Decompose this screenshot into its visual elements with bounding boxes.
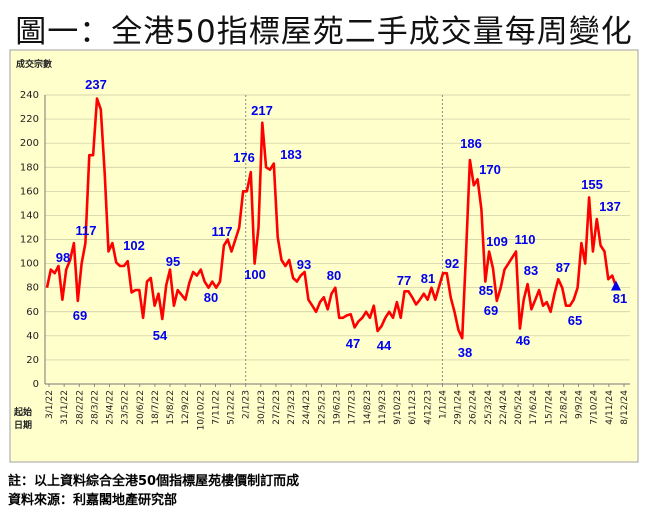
y-tick-label: 200 <box>20 138 39 149</box>
x-axis-label: 日期 <box>14 419 32 431</box>
x-tick-label: 2/1/23 <box>242 390 252 419</box>
data-label: 38 <box>458 345 472 360</box>
data-label: 93 <box>297 257 311 272</box>
y-axis-label: 成交宗數 <box>16 58 53 70</box>
x-tick-label: 14/8/23 <box>363 390 373 425</box>
data-label: 170 <box>479 162 501 177</box>
data-label: 87 <box>556 260 570 275</box>
x-tick-label: 28/3/22 <box>90 390 100 425</box>
x-tick-label: 1/1/24 <box>438 390 448 419</box>
x-tick-label: 17/6/24 <box>529 390 539 425</box>
x-tick-label: 29/1/24 <box>454 390 464 425</box>
y-tick-label: 20 <box>26 355 39 366</box>
x-tick-label: 22/4/24 <box>499 390 509 425</box>
x-tick-label: 4/11/24 <box>605 390 615 425</box>
data-label: 98 <box>56 250 70 265</box>
data-label: 81 <box>613 291 627 306</box>
data-label: 137 <box>599 199 621 214</box>
x-tick-label: 10/10/22 <box>196 390 206 430</box>
y-tick-label: 220 <box>20 114 39 125</box>
data-label: 176 <box>233 150 255 165</box>
y-tick-label: 240 <box>20 90 39 101</box>
x-tick-label: 20/5/24 <box>514 390 524 425</box>
x-tick-label: 7/10/24 <box>590 390 600 425</box>
y-tick-label: 140 <box>20 210 39 221</box>
data-label: 44 <box>377 338 392 353</box>
x-tick-label: 24/4/23 <box>302 390 312 425</box>
x-tick-label: 4/12/23 <box>423 390 433 425</box>
data-label: 46 <box>516 333 530 348</box>
x-tick-label: 7/11/22 <box>211 390 221 425</box>
x-tick-label: 11/9/23 <box>378 390 388 425</box>
x-tick-label: 25/3/24 <box>484 390 494 425</box>
data-label: 69 <box>484 303 498 318</box>
data-label: 95 <box>166 254 180 269</box>
data-label: 237 <box>85 77 107 92</box>
data-label: 155 <box>581 177 603 192</box>
x-tick-label: 12/8/24 <box>559 390 569 425</box>
data-label: 65 <box>568 313 582 328</box>
y-tick-label: 60 <box>26 307 39 318</box>
x-tick-label: 15/7/24 <box>544 390 554 425</box>
source-note: 資料來源：利嘉閣地產研究部 <box>8 493 178 508</box>
x-tick-label: 18/7/22 <box>151 390 161 425</box>
y-tick-label: 180 <box>20 162 39 173</box>
data-label: 217 <box>251 103 273 118</box>
x-tick-label: 17/7/23 <box>348 390 358 425</box>
data-label: 100 <box>244 267 266 282</box>
x-tick-label: 26/2/24 <box>469 390 479 425</box>
x-tick-label: 27/2/23 <box>272 390 282 425</box>
x-tick-label: 25/4/22 <box>106 390 116 425</box>
data-label: 110 <box>515 232 536 247</box>
series-line <box>45 97 618 340</box>
end-marker <box>611 280 621 291</box>
x-tick-label: 31/1/22 <box>60 390 70 425</box>
y-tick-label: 160 <box>20 186 39 197</box>
data-label: 80 <box>327 268 341 283</box>
x-tick-label: 9/9/24 <box>575 390 585 419</box>
data-label: 183 <box>280 147 302 162</box>
data-label: 186 <box>460 136 482 151</box>
data-label: 102 <box>123 238 145 253</box>
x-tick-label: 5/12/22 <box>227 390 237 425</box>
data-label: 83 <box>524 263 538 278</box>
data-label: 77 <box>397 273 411 288</box>
footnote: 註：以上資料綜合全港50個指標屋苑樓價制訂而成 <box>8 474 300 489</box>
data-label: 85 <box>479 283 493 298</box>
data-label: 117 <box>212 224 233 239</box>
x-tick-label: 9/10/23 <box>393 390 403 425</box>
x-tick-label: 15/8/22 <box>166 390 176 425</box>
data-label: 92 <box>445 256 459 271</box>
x-tick-label: 20/6/22 <box>136 390 146 425</box>
x-tick-label: 30/1/23 <box>257 390 267 425</box>
x-tick-label: 22/5/23 <box>317 390 327 425</box>
x-tick-label: 27/3/23 <box>287 390 297 425</box>
data-label: 109 <box>486 234 508 249</box>
x-tick-label: 6/11/23 <box>408 390 418 425</box>
x-tick-label: 3/1/22 <box>45 390 55 419</box>
y-tick-label: 0 <box>33 379 39 390</box>
data-label: 117 <box>76 223 97 238</box>
data-label: 54 <box>153 328 168 343</box>
data-label: 81 <box>421 271 435 286</box>
y-tick-label: 120 <box>20 235 39 246</box>
y-tick-label: 40 <box>26 331 39 342</box>
data-label: 47 <box>346 336 360 351</box>
data-label: 80 <box>204 290 218 305</box>
data-label: 69 <box>73 308 87 323</box>
x-tick-label: 19/6/23 <box>333 390 343 425</box>
x-tick-label: 23/5/22 <box>121 390 131 425</box>
y-tick-label: 100 <box>20 259 39 270</box>
x-axis-label: 起始 <box>13 406 32 418</box>
chart-title: 圖一：全港50指標屋苑二手成交量每周變化 <box>15 14 633 50</box>
x-tick-label: 12/9/22 <box>181 390 191 425</box>
x-tick-label: 28/2/22 <box>75 390 85 425</box>
y-tick-label: 80 <box>26 283 39 294</box>
x-tick-label: 8/12/24 <box>620 390 630 425</box>
